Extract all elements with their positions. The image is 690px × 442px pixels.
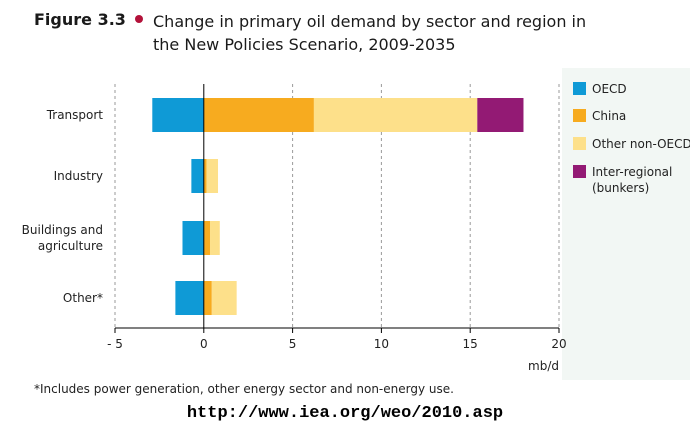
- bar-oecd: [182, 221, 204, 255]
- legend-swatch: [573, 82, 586, 95]
- bar-oecd: [175, 281, 204, 315]
- figure-label: Figure 3.3: [34, 10, 126, 29]
- category-label: Industry: [54, 169, 103, 183]
- bar-china: [203, 221, 211, 255]
- legend-swatch: [573, 137, 586, 150]
- legend-label: OECD: [592, 82, 627, 96]
- category-label: Buildings and agriculture: [22, 223, 103, 253]
- bar-oecd: [191, 159, 204, 193]
- x-tick-label: 10: [374, 337, 389, 351]
- bar-china: [203, 98, 314, 132]
- legend-label: Inter-regional (bunkers): [592, 165, 672, 195]
- x-tick-label: 0: [200, 337, 208, 351]
- bar-china: [203, 159, 207, 193]
- legend-label: Other non-OECD: [592, 137, 690, 151]
- bar-other-non-oecd: [211, 281, 237, 315]
- bullet-icon: [135, 15, 143, 23]
- source-url: http://www.iea.org/weo/2010.asp: [186, 404, 504, 423]
- bar-inter-regional: [477, 98, 524, 132]
- category-label: Transport: [46, 108, 104, 122]
- bar-china: [203, 281, 212, 315]
- bar-other-non-oecd: [206, 159, 219, 193]
- bar-oecd: [152, 98, 204, 132]
- legend-swatch: [573, 165, 586, 178]
- figure-title: Change in primary oil demand by sector a…: [153, 12, 587, 54]
- x-tick-label: 15: [463, 337, 478, 351]
- x-tick-label: 20: [551, 337, 566, 351]
- x-tick-label: - 5: [107, 337, 123, 351]
- category-label: Other*: [63, 291, 103, 305]
- x-axis-label: mb/d: [528, 359, 559, 373]
- bar-other-non-oecd: [210, 221, 220, 255]
- legend-label: China: [592, 109, 626, 123]
- x-tick-label: 5: [289, 337, 297, 351]
- legend-swatch: [573, 109, 586, 122]
- figure-header: Figure 3.3 Change in primary oil demand …: [0, 0, 690, 66]
- figure-footnote: *Includes power generation, other energy…: [34, 382, 454, 396]
- bar-other-non-oecd: [313, 98, 478, 132]
